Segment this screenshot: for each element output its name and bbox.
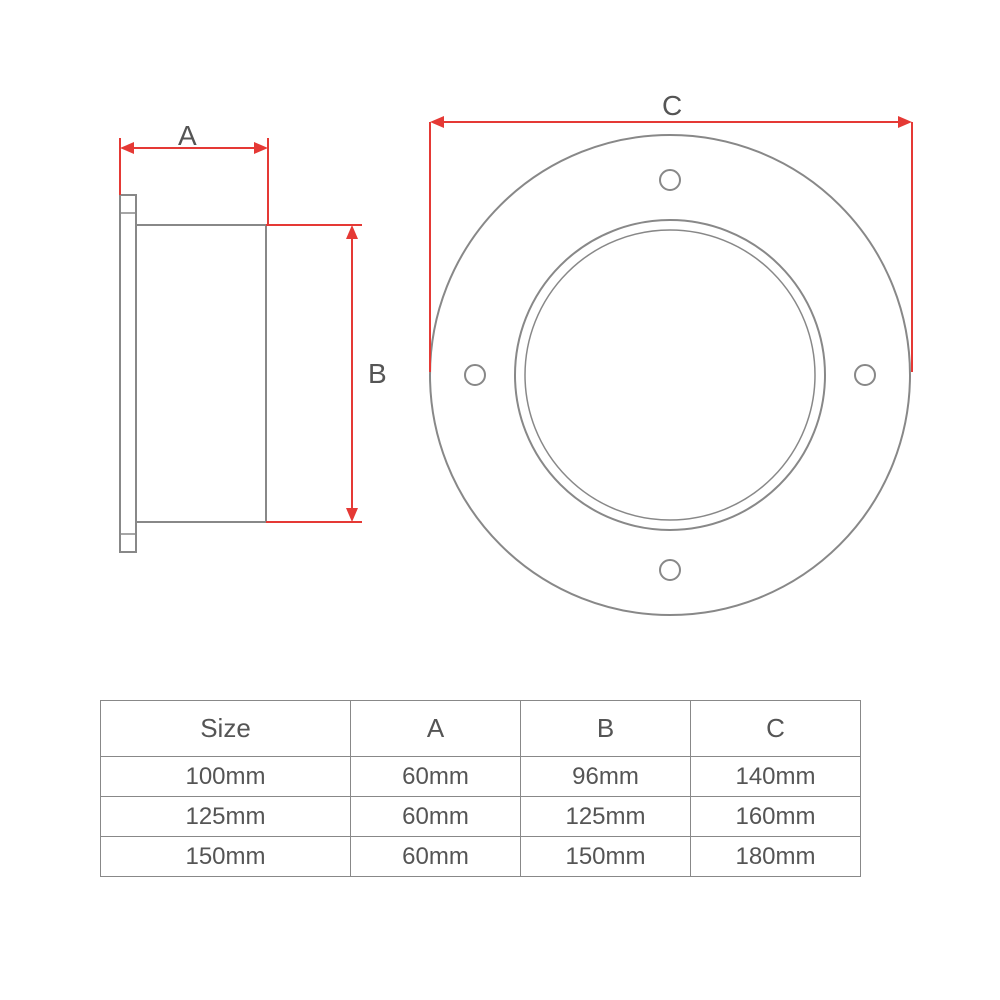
table-header-row: Size A B C (101, 701, 861, 757)
dimension-c (430, 116, 912, 372)
table-row: 100mm 60mm 96mm 140mm (101, 757, 861, 797)
col-c: C (691, 701, 861, 757)
dimension-b (266, 225, 362, 522)
dimension-label-b: B (368, 358, 387, 390)
front-view (430, 135, 910, 615)
dimensions-table: Size A B C 100mm 60mm 96mm 140mm 125mm 6… (100, 700, 861, 877)
dimension-label-c: C (662, 90, 682, 122)
table-row: 150mm 60mm 150mm 180mm (101, 837, 861, 877)
dimension-label-a: A (178, 120, 197, 152)
col-b: B (521, 701, 691, 757)
table-row: 125mm 60mm 125mm 160mm (101, 797, 861, 837)
side-view (120, 195, 266, 552)
col-a: A (351, 701, 521, 757)
col-size: Size (101, 701, 351, 757)
